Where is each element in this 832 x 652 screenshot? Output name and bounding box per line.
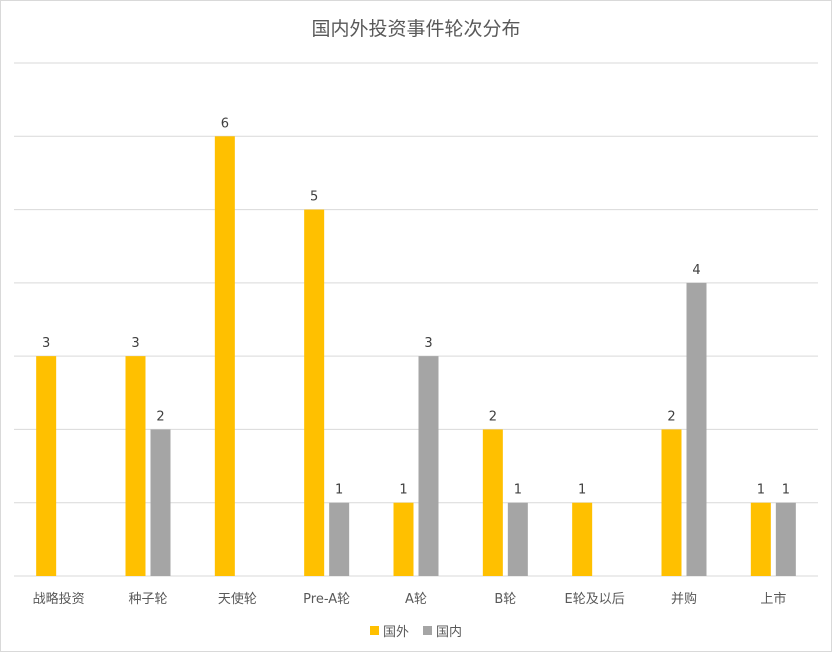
data-label: 4 [692,263,700,278]
data-label: 1 [514,483,522,498]
bar-domestic [507,502,528,576]
bar-foreign [661,429,682,576]
legend-label-domestic: 国内 [436,625,463,640]
chart-title: 国内外投资事件轮次分布 [311,18,521,40]
bar-domestic [418,356,439,576]
bar-foreign [572,502,593,576]
bar-foreign [36,356,57,576]
data-label: 1 [782,483,790,498]
data-label: 3 [131,336,139,351]
legend-item-domestic: 国内 [423,621,462,640]
legend-item-foreign: 国外 [369,621,409,640]
x-tick-label: 天使轮 [218,591,257,607]
data-label: 2 [156,409,164,424]
bar-foreign [214,136,235,577]
data-label: 2 [667,409,675,424]
data-label: 3 [42,336,50,351]
bar-domestic [150,429,171,576]
legend-swatch-domestic [423,626,432,635]
data-label: 1 [335,483,343,498]
x-tick-label: 上市 [760,591,786,607]
data-label: 5 [310,190,318,205]
data-label: 1 [399,483,407,498]
data-label: 2 [489,409,497,424]
x-tick-label: 战略投资 [33,591,85,607]
data-label: 6 [221,116,229,131]
bar-domestic [329,502,350,576]
data-label: 3 [424,336,432,351]
bar-domestic [775,502,796,576]
legend-label-foreign: 国外 [382,625,409,640]
data-label: 1 [578,483,586,498]
bar-foreign [482,429,503,576]
x-tick-label: Pre-A轮 [303,592,350,607]
bar-domestic [686,282,707,576]
x-tick-label: B轮 [494,592,516,607]
x-tick-label: 并购 [671,591,697,607]
x-tick-label: E轮及以后 [565,592,625,607]
bar-foreign [125,356,146,576]
bar-foreign [393,502,414,576]
x-tick-label: 种子轮 [128,592,167,607]
bar-foreign [304,209,325,577]
bar-foreign [750,502,771,576]
data-label: 1 [757,483,765,498]
legend: 国外 国内 [0,621,832,640]
legend-swatch-foreign [369,626,379,635]
x-tick-label: A轮 [405,592,427,607]
